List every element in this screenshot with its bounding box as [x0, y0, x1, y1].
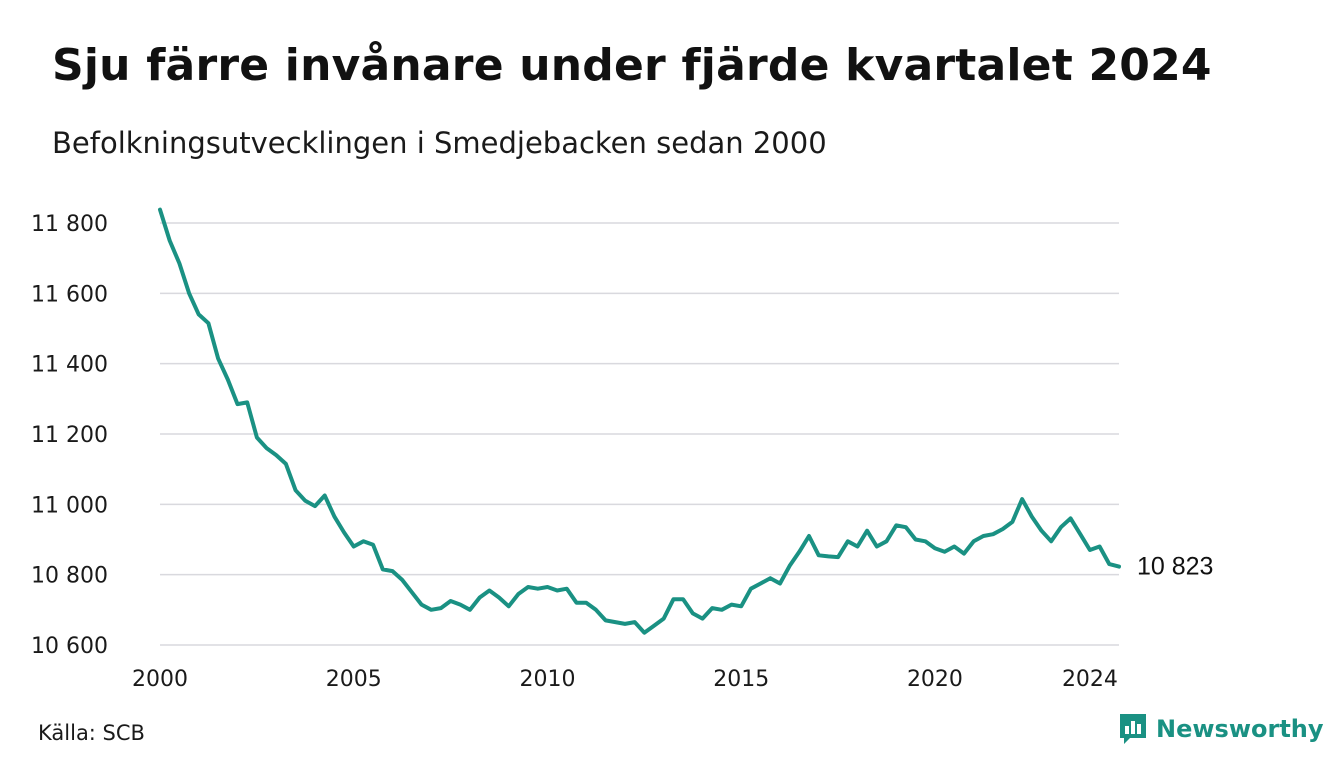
y-tick-label: 11 400: [31, 353, 108, 378]
chart-title: Sju färre invånare under fjärde kvartale…: [52, 40, 1212, 91]
series-line: [158, 207, 1121, 635]
x-tick-label: 2010: [519, 667, 575, 692]
y-tick-label: 10 600: [31, 634, 108, 659]
y-tick-label: 11 800: [31, 212, 108, 237]
y-tick-label: 10 800: [31, 564, 108, 589]
y-tick-label: 11 000: [31, 493, 108, 518]
brand-name: Newsworthy: [1156, 715, 1324, 743]
brand-logo: Newsworthy: [1118, 712, 1324, 746]
chart-subtitle: Befolkningsutvecklingen i Smedjebacken s…: [52, 126, 827, 160]
y-tick-label: 11 600: [31, 282, 108, 307]
end-value-label: 10 823: [1137, 553, 1213, 581]
source-note: Källa: SCB: [38, 721, 145, 745]
y-tick-label: 11 200: [31, 423, 108, 448]
x-tick-label: 2020: [907, 667, 963, 692]
x-tick-label: 2005: [326, 667, 382, 692]
chart-speech-bubble-icon: [1120, 714, 1146, 744]
x-tick-label: 2024: [1062, 667, 1118, 692]
x-tick-label: 2000: [132, 667, 188, 692]
x-tick-label: 2015: [713, 667, 769, 692]
